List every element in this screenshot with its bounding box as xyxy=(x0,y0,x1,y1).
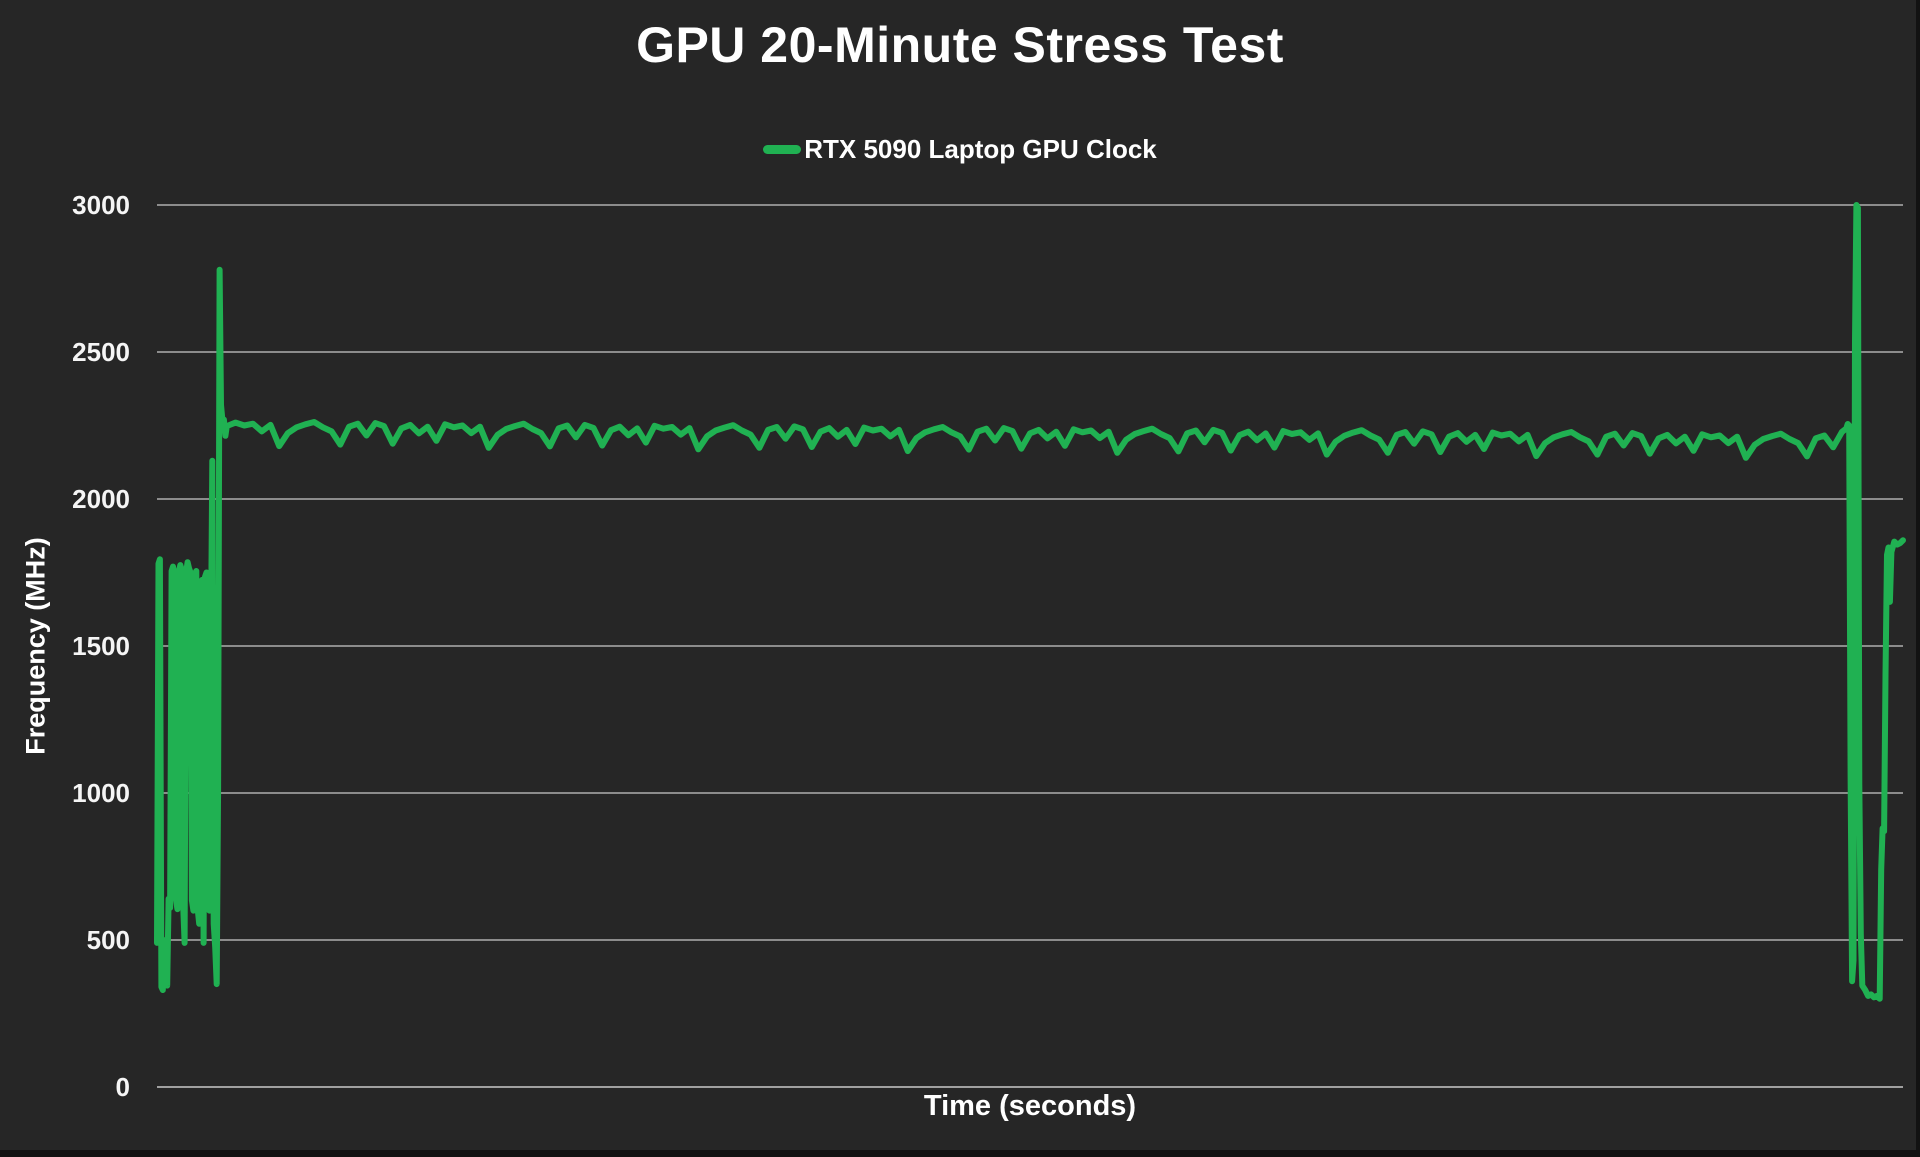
y-tick-label-0: 0 xyxy=(116,1072,130,1102)
legend-label: RTX 5090 Laptop GPU Clock xyxy=(804,134,1157,164)
y-tick-label-3000: 3000 xyxy=(72,190,130,220)
y-tick-label-500: 500 xyxy=(87,925,130,955)
bottom-edge-strip xyxy=(0,1150,1920,1157)
y-tick-label-2000: 2000 xyxy=(72,484,130,514)
right-edge-strip xyxy=(1916,0,1920,1157)
y-tick-label-1500: 1500 xyxy=(72,631,130,661)
series-line-0 xyxy=(154,202,1906,1002)
chart-title: GPU 20-Minute Stress Test xyxy=(636,17,1284,73)
y-axis-title: Frequency (MHz) xyxy=(20,537,51,755)
legend-swatch xyxy=(763,145,802,154)
y-tick-label-1000: 1000 xyxy=(72,778,130,808)
y-tick-label-2500: 2500 xyxy=(72,337,130,367)
legend[interactable]: RTX 5090 Laptop GPU Clock xyxy=(0,134,1920,165)
x-axis-title: Time (seconds) xyxy=(923,1090,1137,1122)
